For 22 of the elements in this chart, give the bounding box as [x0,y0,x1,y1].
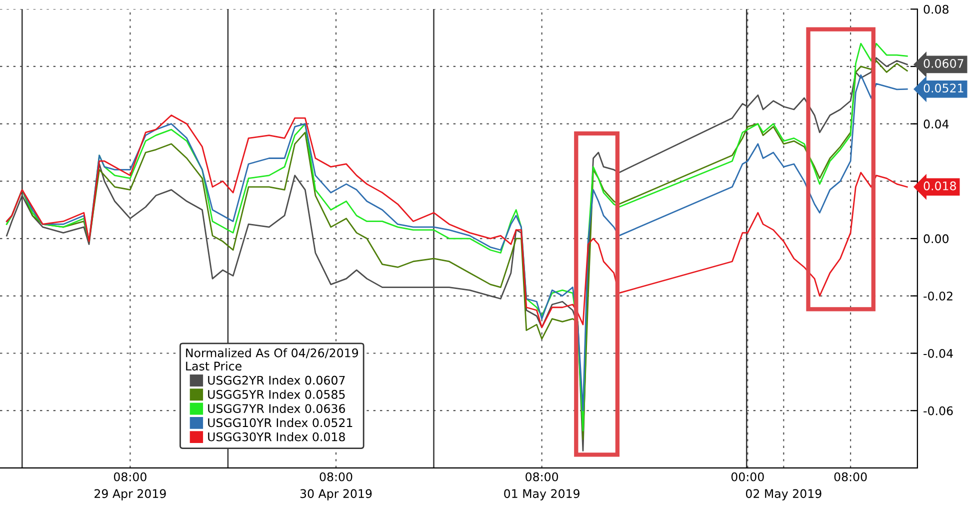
legend-label: USGG7YR Index 0.0636 [208,404,345,413]
y-tick-label: -0.04 [924,348,953,358]
x-tick-label: 00:00 [731,472,764,482]
legend-label: USGG30YR Index 0.018 [208,432,345,442]
x-tick-label: 08:00 01 May 2019 [504,472,580,500]
legend-label: USGG2YR Index 0.0607 [208,376,345,385]
data-label: 0.0607 [924,58,964,68]
legend-label: USGG10YR Index 0.0521 [208,418,352,428]
y-tick-label: 0.08 [924,4,948,14]
y-tick-label: 0.00 [924,234,948,244]
data-label: 0.018 [924,181,956,190]
data-label: 0.0521 [924,84,964,93]
x-tick-label: 08:00 [834,472,867,482]
x-tick-label: 02 May 2019 [746,489,822,500]
legend-label: USGG5YR Index 0.0585 [208,390,345,399]
x-tick-label: 08:00 30 Apr 2019 [300,472,372,500]
y-tick-label: -0.02 [924,292,952,301]
legend-title: Normalized As Of 04/26/2019 Last Price [186,348,358,371]
y-tick-label: -0.06 [924,406,953,416]
x-tick-label: 08:00 29 Apr 2019 [94,472,166,500]
line-series [6,114,908,328]
y-tick-label: 0.04 [924,120,949,128]
